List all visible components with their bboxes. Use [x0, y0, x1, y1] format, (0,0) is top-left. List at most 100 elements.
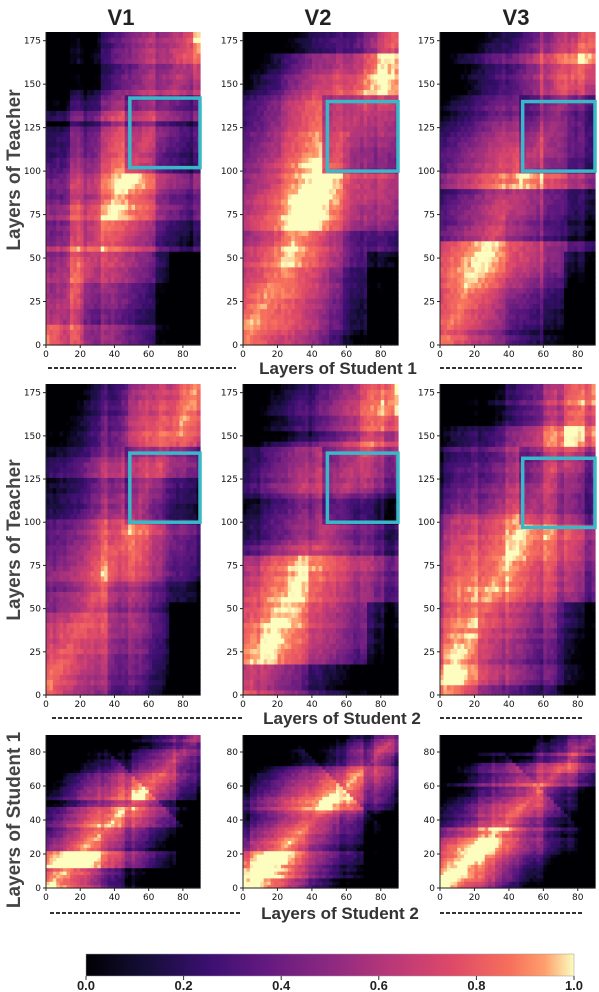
- heatmap-cell: [356, 251, 361, 257]
- heatmap-cell: [346, 303, 351, 310]
- heatmap-cell: [69, 329, 74, 336]
- heatmap-cell: [172, 157, 177, 164]
- heatmap-cell: [80, 183, 85, 190]
- heatmap-cell: [298, 240, 303, 247]
- heatmap-cell: [270, 271, 275, 278]
- heatmap-cell: [87, 120, 92, 127]
- heatmap-cell: [162, 63, 167, 70]
- heatmap-cell: [176, 329, 181, 336]
- heatmap-cell: [189, 73, 194, 80]
- heatmap-cell: [49, 240, 54, 247]
- heatmap-cell: [311, 157, 316, 164]
- heatmap-cell: [66, 204, 71, 210]
- heatmap-cell: [52, 225, 57, 231]
- heatmap-cell: [97, 204, 102, 210]
- heatmap-cell: [59, 318, 64, 325]
- heatmap-cell: [267, 151, 272, 158]
- heatmap-cell: [90, 52, 95, 59]
- y-tick-label: 175: [24, 37, 41, 47]
- heatmap-cell: [97, 178, 102, 184]
- heatmap-cell: [162, 58, 167, 64]
- heatmap-cell: [179, 78, 184, 85]
- heatmap-cell: [59, 125, 64, 132]
- heatmap-cell: [294, 214, 299, 221]
- heatmap-cell: [318, 178, 323, 184]
- heatmap-cell: [148, 235, 153, 242]
- heatmap-cell: [260, 287, 265, 294]
- heatmap-cell: [249, 105, 254, 111]
- heatmap-cell: [196, 287, 201, 294]
- heatmap-cell: [169, 251, 174, 257]
- heatmap-cell: [148, 266, 153, 273]
- heatmap-cell: [384, 235, 389, 242]
- heatmap-cell: [189, 131, 194, 137]
- heatmap-cell: [63, 225, 68, 231]
- heatmap-cell: [291, 277, 296, 283]
- heatmap-cell: [391, 110, 396, 117]
- heatmap-cell: [152, 225, 157, 231]
- heatmap-cell: [155, 240, 160, 247]
- heatmap-cell: [377, 115, 382, 122]
- heatmap-cell: [56, 183, 61, 190]
- heatmap-cell: [291, 99, 296, 106]
- heatmap-cell: [169, 277, 174, 283]
- heatmap-cell: [100, 214, 105, 221]
- heatmap-cell: [380, 162, 385, 169]
- heatmap-cell: [152, 193, 157, 200]
- heatmap-cell: [322, 266, 327, 273]
- heatmap-cell: [134, 99, 139, 106]
- heatmap-cell: [356, 282, 361, 289]
- heatmap-cell: [145, 282, 150, 289]
- heatmap-cell: [298, 266, 303, 273]
- heatmap-cell: [196, 73, 201, 80]
- heatmap-cell: [117, 146, 122, 153]
- heatmap-cell: [329, 277, 334, 283]
- heatmap-cell: [107, 324, 112, 330]
- heatmap-cell: [370, 251, 375, 257]
- heatmap-cell: [186, 308, 191, 315]
- heatmap-cell: [148, 37, 153, 44]
- heatmap-cell: [249, 292, 254, 299]
- heatmap-cell: [111, 282, 116, 289]
- heatmap-cell: [363, 209, 368, 216]
- heatmap-cell: [117, 32, 122, 38]
- heatmap-cell: [356, 329, 361, 336]
- heatmap-cell: [138, 245, 143, 252]
- heatmap-cell: [318, 146, 323, 153]
- heatmap-cell: [308, 235, 313, 242]
- heatmap-cell: [270, 84, 275, 90]
- heatmap-cell: [59, 339, 64, 346]
- heatmap-cell: [387, 115, 392, 122]
- heatmap-cell: [176, 188, 181, 195]
- heatmap-cell: [394, 256, 399, 263]
- heatmap-cell: [196, 84, 201, 90]
- heatmap-cell: [69, 292, 74, 299]
- heatmap-cell: [100, 172, 105, 179]
- heatmap-cell: [63, 178, 68, 184]
- heatmap-cell: [176, 282, 181, 289]
- heatmap-cell: [128, 37, 133, 44]
- heatmap-cell: [377, 120, 382, 127]
- heatmap-cell: [329, 287, 334, 294]
- heatmap-cell: [360, 214, 365, 221]
- heatmap-cell: [377, 214, 382, 221]
- heatmap-cell: [148, 120, 153, 127]
- heatmap-cell: [367, 277, 372, 283]
- heatmap-cell: [363, 162, 368, 169]
- heatmap-cell: [73, 261, 78, 268]
- heatmap-cell: [100, 204, 105, 210]
- heatmap-cell: [370, 84, 375, 90]
- heatmap-cell: [179, 219, 184, 226]
- heatmap-cell: [391, 219, 396, 226]
- heatmap-cell: [380, 266, 385, 273]
- heatmap-cell: [59, 63, 64, 70]
- heatmap-cell: [353, 131, 358, 137]
- heatmap-cell: [391, 334, 396, 341]
- heatmap-cell: [249, 151, 254, 158]
- heatmap-cell: [93, 58, 98, 64]
- heatmap-cell: [186, 37, 191, 44]
- heatmap-cell: [66, 188, 71, 195]
- heatmap-cell: [145, 178, 150, 184]
- heatmap-cell: [274, 115, 279, 122]
- heatmap-cell: [169, 287, 174, 294]
